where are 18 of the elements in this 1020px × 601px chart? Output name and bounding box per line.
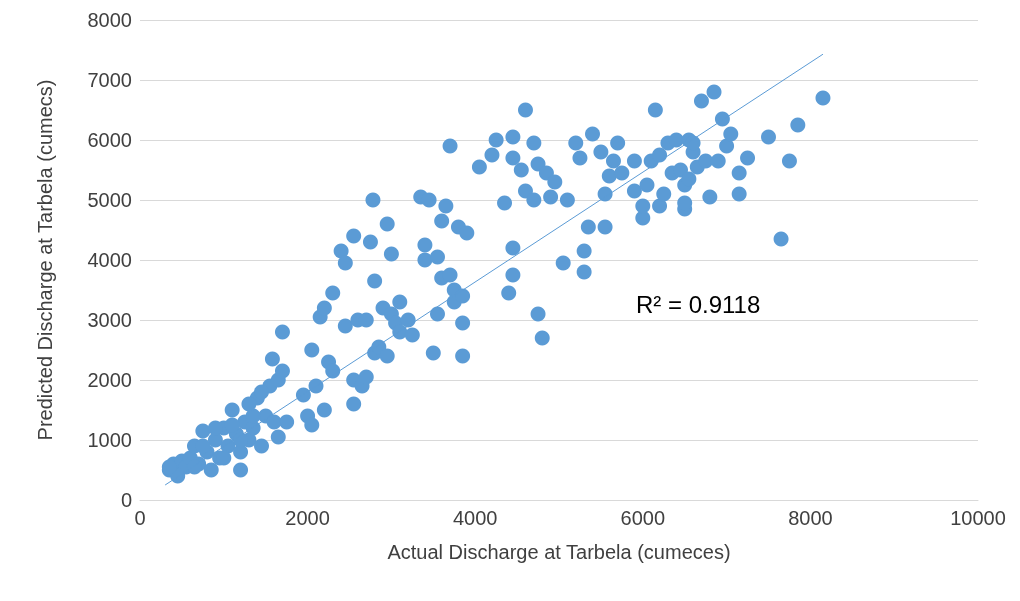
y-tick-label: 4000 xyxy=(87,249,132,271)
x-tick-label: 10000 xyxy=(950,507,1006,529)
x-tick-label: 2000 xyxy=(285,507,330,529)
y-tick-label: 3000 xyxy=(87,309,132,331)
y-tick-label: 5000 xyxy=(87,189,132,211)
y-tick-label: 6000 xyxy=(87,129,132,151)
y-tick-label: 8000 xyxy=(87,9,132,31)
y-tick-label: 1000 xyxy=(87,429,132,451)
x-tick-label: 4000 xyxy=(452,507,498,529)
y-tick-label: 7000 xyxy=(87,69,132,91)
y-tick-label: 0 xyxy=(120,489,132,511)
x-axis-title: Actual Discharge at Tarbela (cumeces) xyxy=(387,541,731,563)
y-axis-title: Predicted Discharge at Tarbela (cumecs) xyxy=(34,79,56,441)
x-tick-label: 6000 xyxy=(620,507,666,529)
x-tick-label: 0 xyxy=(134,507,146,529)
x-tick-label: 8000 xyxy=(788,507,833,529)
y-tick-label: 2000 xyxy=(87,369,132,391)
annotation: R² = 0.9118 xyxy=(636,290,761,318)
